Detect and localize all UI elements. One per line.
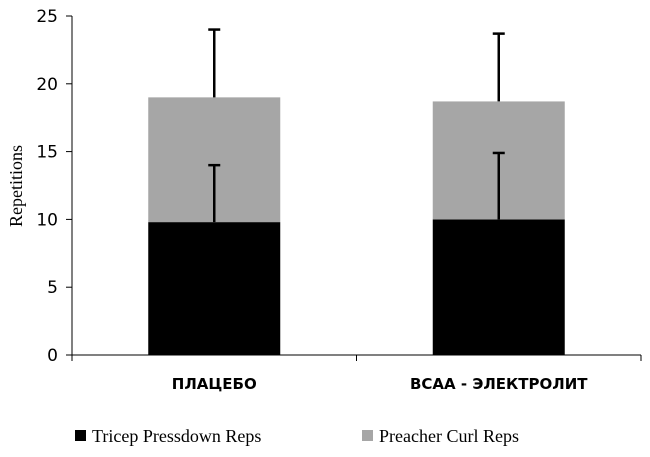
x-tick-label-0: ПЛАЦЕБО [172,375,257,393]
y-tick-label-10: 10 [36,210,58,230]
y-tick-label-15: 15 [36,143,58,163]
legend-label-0: Tricep Pressdown Reps [92,426,261,446]
bar-tricep-0 [148,222,281,355]
legend: Tricep Pressdown Reps Preacher Curl Reps [75,426,519,446]
legend-swatch-1 [362,430,373,441]
y-tick-label-20: 20 [36,75,58,95]
y-tick-label-25: 25 [36,7,58,27]
legend-swatch-0 [75,430,86,441]
bar-tricep-1 [432,219,565,355]
bars-layer [148,97,565,355]
y-tick-label-5: 5 [47,278,58,298]
x-tick-label-1: BCAA - ЭЛЕКТРОЛИТ [410,375,588,393]
error-bars-layer [208,28,505,223]
y-tick-label-0: 0 [47,346,58,366]
y-axis-label: Repetitions [6,145,26,227]
legend-label-1: Preacher Curl Reps [379,426,519,446]
axes-layer: ПЛАЦЕБО BCAA - ЭЛЕКТРОЛИТ 0 5 10 15 20 25 [36,7,642,393]
